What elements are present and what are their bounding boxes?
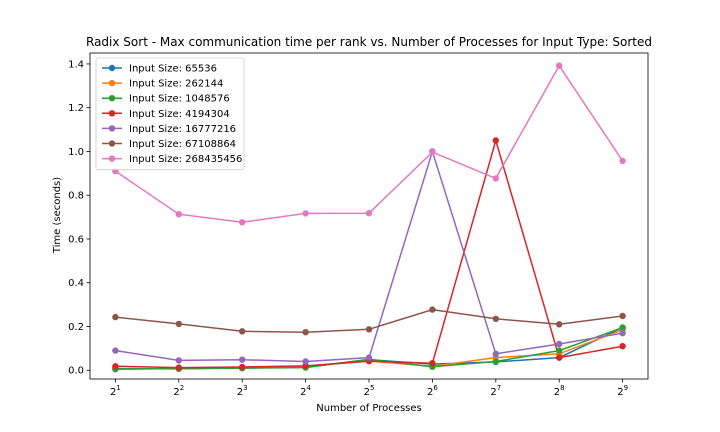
data-point [556, 354, 563, 361]
data-point [175, 357, 182, 364]
x-axis: 21 22 23 24 25 26 27 28 29 [110, 379, 628, 398]
legend: Input Size: 65536 Input Size: 262144 Input… [95, 57, 245, 171]
legend-label: Input Size: 16777216 [129, 124, 236, 135]
y-tick-label: 0.6 [68, 234, 84, 245]
legend-marker [108, 110, 116, 117]
data-point [619, 343, 626, 350]
data-point [302, 362, 309, 370]
y-axis-label: Time (seconds) [52, 177, 63, 254]
data-point [619, 329, 626, 337]
data-point [365, 326, 373, 333]
y-tick-label: 0.4 [68, 278, 84, 289]
legend-marker [108, 125, 116, 132]
legend-label: Input Size: 4194304 [129, 109, 230, 120]
data-point [619, 157, 626, 165]
data-point [619, 324, 626, 331]
data-point [429, 148, 436, 156]
legend-label: Input Size: 65536 [129, 64, 217, 75]
x-axis-label: Number of Processes [316, 403, 421, 414]
data-point [492, 358, 499, 365]
data-point [556, 340, 563, 348]
y-axis: 0.0 0.2 0.4 0.6 0.8 1.0 1.2 1.4 [68, 59, 90, 377]
legend-marker [108, 140, 116, 147]
y-tick-label: 0.2 [68, 322, 84, 333]
data-point [112, 347, 119, 354]
legend-marker [108, 95, 116, 102]
chart-title: Radix Sort - Max communication time per … [86, 35, 652, 49]
y-tick-label: 0.8 [68, 191, 84, 202]
data-point [239, 328, 246, 335]
legend-marker [108, 155, 116, 162]
x-tick-label: 25 [364, 384, 375, 398]
x-tick-label: 28 [554, 384, 565, 398]
data-point [365, 210, 373, 217]
x-tick-label: 26 [427, 384, 438, 398]
data-point [492, 175, 499, 182]
data-point [302, 358, 309, 365]
x-tick-label: 27 [490, 384, 501, 398]
x-tick-label: 24 [300, 384, 311, 398]
data-point [556, 62, 563, 69]
data-point [302, 210, 309, 217]
legend-label: Input Size: 262144 [129, 79, 223, 90]
y-tick-label: 1.4 [68, 59, 84, 70]
x-tick-label: 29 [617, 384, 628, 398]
y-tick-label: 1.2 [68, 103, 84, 114]
data-point [175, 211, 182, 218]
data-point [492, 137, 499, 144]
y-tick-label: 1.0 [68, 147, 84, 158]
data-point [239, 356, 246, 363]
data-point [556, 321, 563, 328]
data-point [239, 363, 246, 371]
series-points [112, 62, 626, 373]
x-tick-label: 23 [237, 384, 248, 398]
legend-label: Input Size: 268435456 [129, 154, 242, 165]
legend-marker [108, 79, 116, 87]
data-point [429, 360, 436, 367]
legend-label: Input Size: 67108864 [129, 139, 236, 150]
data-point [112, 313, 119, 321]
data-point [365, 354, 373, 361]
data-point [619, 312, 626, 320]
data-point [429, 306, 436, 313]
data-point [302, 329, 309, 336]
y-tick-label: 0.0 [68, 366, 84, 377]
data-point [556, 347, 563, 354]
data-point [175, 320, 182, 328]
data-point [175, 364, 182, 371]
legend-box [95, 57, 245, 171]
legend-marker [108, 64, 116, 72]
data-point [112, 363, 119, 370]
data-point [492, 350, 499, 357]
x-tick-label: 22 [173, 384, 184, 398]
x-tick-label: 21 [110, 384, 121, 398]
data-point [239, 219, 246, 226]
data-point [492, 315, 499, 322]
legend-label: Input Size: 1048576 [129, 94, 230, 105]
